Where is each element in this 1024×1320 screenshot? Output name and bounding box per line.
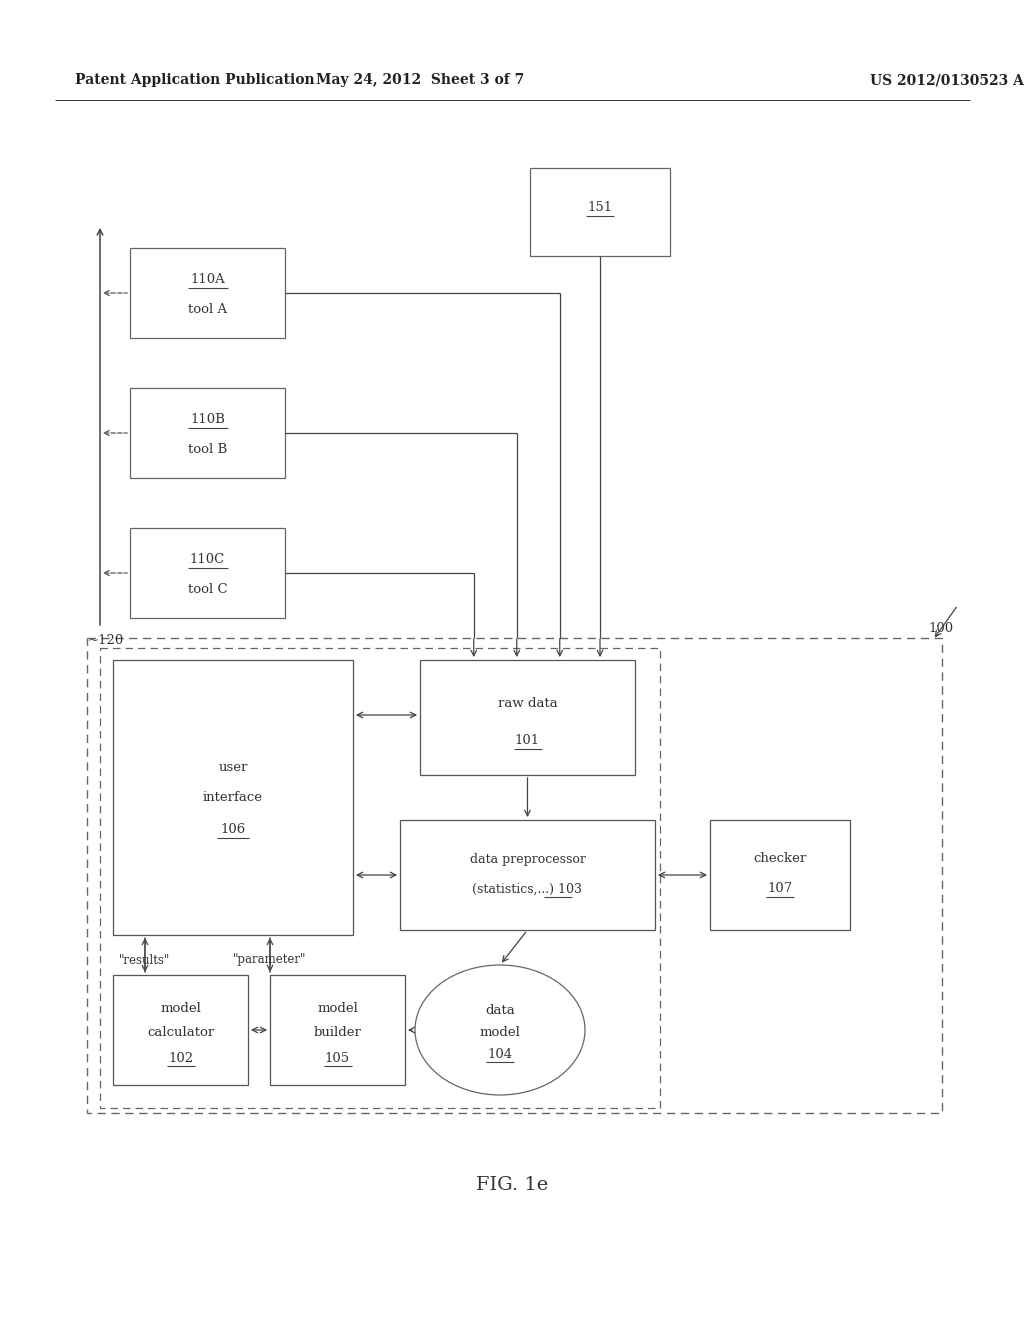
Text: 110B: 110B (190, 413, 225, 426)
Bar (530, 168, 670, 256)
Ellipse shape (415, 965, 585, 1096)
Text: Patent Application Publication: Patent Application Publication (75, 73, 314, 87)
Text: 102: 102 (168, 1052, 194, 1064)
Bar (113, 975, 248, 1085)
Text: tool B: tool B (187, 442, 227, 455)
Text: checker: checker (754, 853, 807, 866)
Text: US 2012/0130523 A1: US 2012/0130523 A1 (870, 73, 1024, 87)
Bar (420, 660, 635, 775)
Text: 110A: 110A (190, 273, 225, 286)
Text: "results": "results" (120, 953, 171, 966)
Text: 101: 101 (515, 734, 540, 747)
Bar (710, 820, 850, 931)
Bar (130, 248, 285, 338)
Text: 107: 107 (767, 883, 793, 895)
Text: 104: 104 (487, 1048, 513, 1060)
Text: 100: 100 (928, 622, 953, 635)
Text: (statistics,...) 103: (statistics,...) 103 (472, 883, 583, 895)
Text: user: user (218, 762, 248, 774)
Text: 110C: 110C (189, 553, 225, 566)
Text: tool C: tool C (187, 582, 227, 595)
Bar (113, 660, 353, 935)
Text: FIG. 1e: FIG. 1e (476, 1176, 548, 1195)
Bar (270, 975, 406, 1085)
Text: data: data (485, 1003, 515, 1016)
Bar (100, 648, 660, 1107)
Text: model: model (160, 1002, 201, 1015)
Text: model: model (317, 1002, 358, 1015)
Text: May 24, 2012  Sheet 3 of 7: May 24, 2012 Sheet 3 of 7 (315, 73, 524, 87)
Bar (130, 388, 285, 478)
Text: ~120: ~120 (88, 634, 124, 647)
Text: tool A: tool A (188, 302, 227, 315)
Text: calculator: calculator (146, 1026, 214, 1039)
Text: 105: 105 (325, 1052, 350, 1064)
Text: builder: builder (313, 1026, 361, 1039)
Text: raw data: raw data (498, 697, 557, 710)
Text: "parameter": "parameter" (233, 953, 306, 966)
Bar (87, 638, 942, 1113)
Text: 106: 106 (220, 822, 246, 836)
Text: interface: interface (203, 791, 263, 804)
Bar (130, 528, 285, 618)
Text: 151: 151 (588, 201, 612, 214)
Bar (400, 820, 655, 931)
Text: model: model (479, 1026, 520, 1039)
Text: data preprocessor: data preprocessor (470, 853, 586, 866)
